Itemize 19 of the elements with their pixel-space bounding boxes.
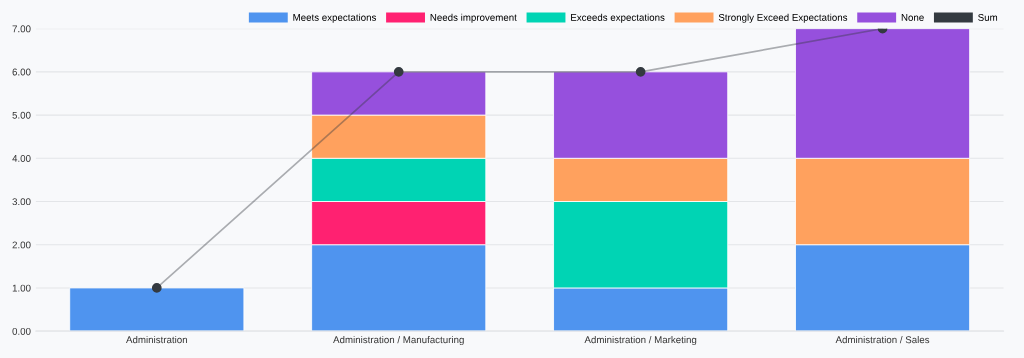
y-tick-label: 1.00 xyxy=(12,284,31,292)
legend-label: None xyxy=(901,14,924,21)
y-tick-label: 2.00 xyxy=(12,241,31,249)
legend-label: Meets expectations xyxy=(293,13,377,23)
y-tick-label: 6.00 xyxy=(12,68,31,76)
legend-label: Sum xyxy=(978,14,998,21)
legend-label: Exceeds expectations xyxy=(571,13,665,23)
legend-label: Needs improvement xyxy=(430,13,517,23)
x-tick-label: Administration / Manufacturing xyxy=(333,336,464,346)
y-tick-label: 4.00 xyxy=(12,155,31,162)
bar xyxy=(69,287,245,332)
x-tick-label: Administration xyxy=(126,336,187,344)
y-tick-label: 5.00 xyxy=(12,111,31,119)
y-tick-label: 7.00 xyxy=(12,25,31,33)
legend-label: Strongly Exceed Expectations xyxy=(718,13,848,23)
x-tick-label: Administration / Marketing xyxy=(584,336,697,346)
y-tick-label: 3.00 xyxy=(12,198,31,206)
x-tick-label: Administration / Sales xyxy=(835,336,930,344)
y-tick-label: 0.00 xyxy=(12,327,31,335)
